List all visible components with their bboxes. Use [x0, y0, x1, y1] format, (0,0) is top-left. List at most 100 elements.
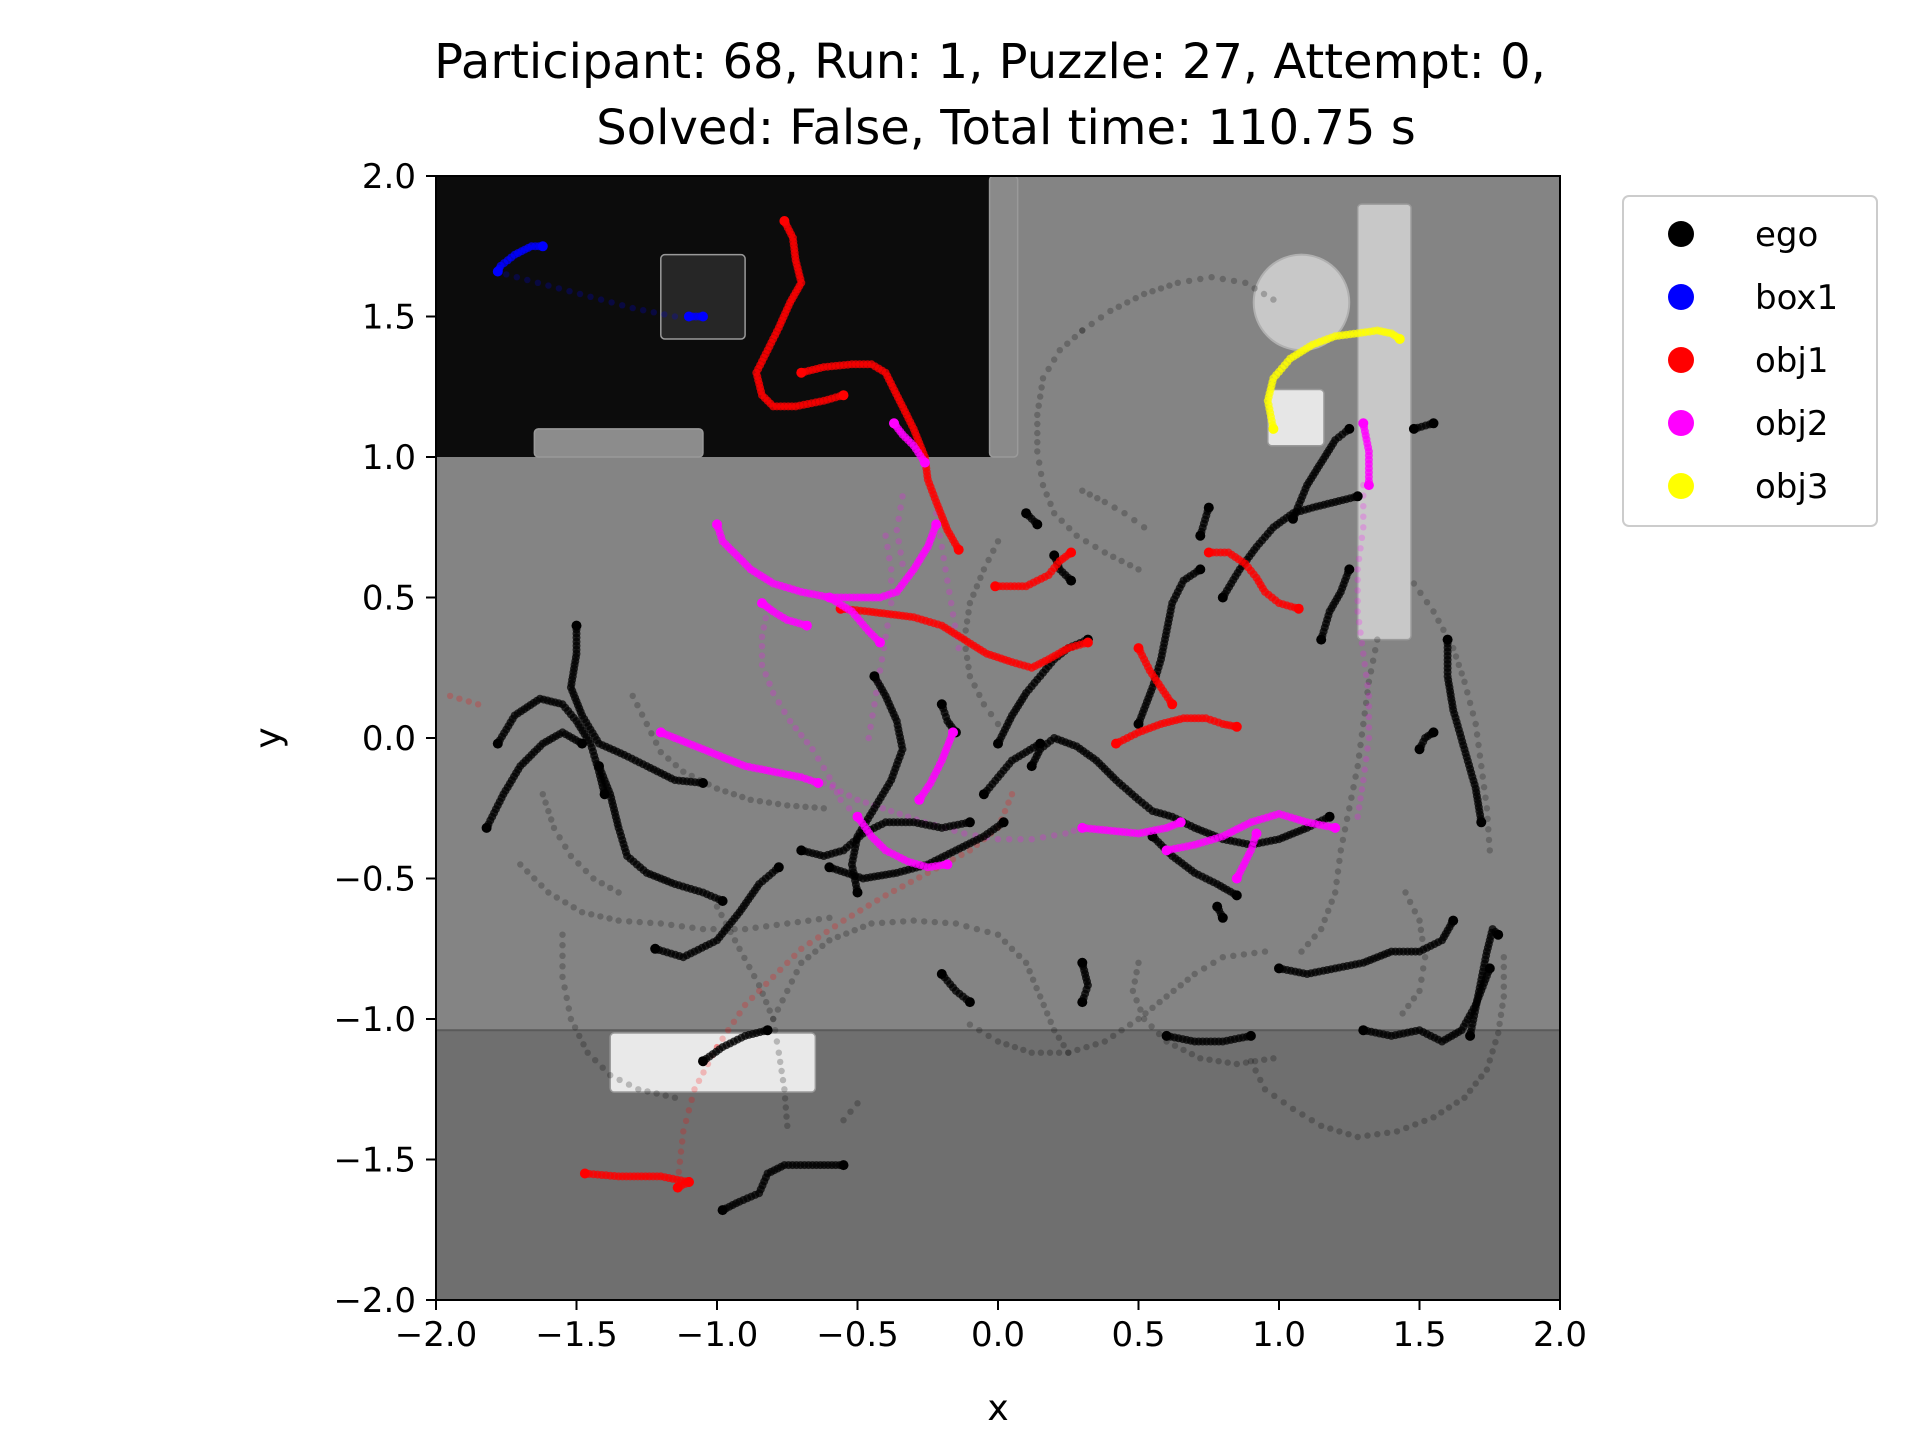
- point-obj1: [1005, 799, 1012, 806]
- point-ego: [1417, 926, 1425, 933]
- point-ego: [1408, 423, 1419, 434]
- point-ego: [1126, 1021, 1134, 1028]
- point-box1: [576, 290, 584, 298]
- point-ego: [1271, 1092, 1278, 1100]
- point-ego: [1033, 984, 1040, 992]
- point-ego: [698, 778, 708, 788]
- point-ego: [1469, 710, 1477, 717]
- point-obj1: [676, 1158, 684, 1165]
- point-ego: [1337, 847, 1345, 854]
- point-obj2: [1358, 640, 1366, 647]
- series-obj1: [579, 216, 1304, 1193]
- point-ego: [1251, 949, 1258, 957]
- point-ego: [1344, 564, 1355, 575]
- point-obj2: [854, 796, 861, 803]
- point-ego: [616, 1076, 623, 1084]
- point-ego: [1029, 976, 1037, 983]
- point-ego: [731, 937, 739, 944]
- point-ego: [1039, 375, 1047, 382]
- point-ego: [805, 954, 812, 961]
- point-ego: [1047, 500, 1054, 507]
- point-ego: [1051, 356, 1058, 363]
- point-ego: [1224, 1059, 1231, 1066]
- point-ego: [1022, 959, 1030, 966]
- point-ego: [1047, 1018, 1054, 1025]
- point-obj3: [1268, 423, 1279, 434]
- point-obj2: [876, 667, 884, 674]
- point-ego: [1336, 1128, 1343, 1135]
- point-obj1: [691, 1086, 698, 1093]
- point-obj2: [813, 778, 824, 788]
- point-obj1: [725, 1027, 732, 1034]
- point-ego: [1055, 1034, 1063, 1041]
- point-ego: [1086, 491, 1094, 498]
- point-ego: [826, 914, 833, 921]
- point-ego: [1343, 815, 1351, 822]
- point-obj1: [741, 1001, 749, 1009]
- point-ego: [1403, 1124, 1410, 1132]
- point-obj2: [1361, 766, 1368, 773]
- point-obj1: [688, 1096, 695, 1104]
- point-obj1: [474, 701, 482, 708]
- point-ego: [1133, 969, 1140, 976]
- y-tick-label: −2.0: [333, 1281, 416, 1321]
- point-box1: [492, 266, 503, 277]
- point-ego: [921, 918, 928, 925]
- point-ego: [993, 738, 1003, 749]
- point-ego: [1274, 963, 1284, 974]
- point-ego: [1483, 1066, 1491, 1073]
- point-ego: [1126, 562, 1134, 569]
- scene-dark-box: [660, 253, 746, 340]
- point-ego: [777, 1058, 784, 1066]
- point-ego: [1039, 481, 1047, 489]
- point-obj2: [1062, 830, 1069, 837]
- point-ego: [1352, 773, 1359, 780]
- point-box1: [513, 274, 520, 281]
- point-ego: [784, 802, 791, 809]
- x-tick-label: −1.5: [535, 1315, 618, 1355]
- point-ego: [1393, 1128, 1401, 1135]
- point-ego: [1458, 670, 1465, 677]
- point-ego: [980, 566, 988, 573]
- point-obj2: [770, 689, 777, 697]
- point-obj2: [852, 811, 863, 822]
- point-ego: [1058, 517, 1065, 524]
- point-ego: [652, 739, 660, 746]
- point-ego: [559, 942, 566, 949]
- point-ego: [1038, 384, 1045, 391]
- point-obj2: [1028, 836, 1035, 843]
- point-ego: [1142, 1010, 1149, 1017]
- point-ego: [838, 1160, 849, 1171]
- point-obj1: [763, 980, 770, 988]
- point-ego: [1037, 1049, 1045, 1056]
- point-ego: [1148, 1023, 1155, 1030]
- point-obj2: [1006, 836, 1013, 843]
- point-ego: [492, 738, 503, 749]
- point-ego: [1453, 1099, 1460, 1106]
- legend-item-obj3: obj3: [1668, 467, 1828, 507]
- point-obj1: [770, 973, 777, 981]
- point-ego: [1500, 993, 1508, 1000]
- point-ego: [1495, 1029, 1502, 1037]
- point-ego: [994, 931, 1002, 938]
- point-ego: [1428, 418, 1439, 429]
- point-obj2: [896, 810, 903, 818]
- point-ego: [820, 805, 827, 812]
- point-obj1: [796, 367, 807, 378]
- point-ego: [1304, 940, 1312, 948]
- point-ego: [889, 918, 896, 926]
- point-ego: [571, 620, 582, 631]
- point-ego: [1334, 868, 1342, 875]
- point-obj2: [1360, 776, 1367, 784]
- point-ego: [765, 799, 773, 806]
- point-obj2: [1360, 513, 1367, 520]
- point-ego: [1166, 282, 1173, 289]
- point-ego: [759, 990, 766, 997]
- point-obj2: [1017, 836, 1024, 843]
- point-obj2: [1357, 545, 1364, 552]
- point-obj2: [897, 504, 904, 511]
- point-obj2: [801, 620, 812, 631]
- legend-label-obj3: obj3: [1755, 467, 1828, 507]
- point-box1: [619, 302, 626, 309]
- point-ego: [811, 804, 818, 811]
